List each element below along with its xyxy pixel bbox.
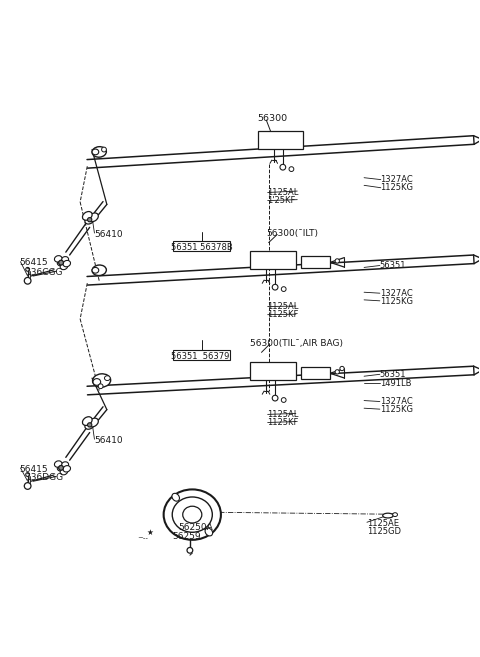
Ellipse shape — [63, 260, 71, 267]
Text: 1125AL: 1125AL — [267, 410, 298, 419]
Bar — [301, 256, 330, 268]
Text: 1491LB: 1491LB — [380, 379, 411, 388]
Ellipse shape — [281, 286, 286, 292]
Ellipse shape — [164, 489, 221, 540]
Text: 1125KF: 1125KF — [267, 418, 298, 427]
Text: 56415: 56415 — [20, 464, 48, 474]
Ellipse shape — [281, 397, 286, 402]
Ellipse shape — [24, 483, 31, 489]
Text: 56410: 56410 — [95, 229, 123, 238]
Ellipse shape — [93, 378, 101, 385]
Ellipse shape — [59, 465, 63, 470]
Text: 56250A: 56250A — [178, 524, 213, 532]
Text: 56300: 56300 — [257, 114, 288, 123]
Ellipse shape — [59, 260, 63, 265]
Ellipse shape — [105, 376, 110, 380]
Text: 1327AC: 1327AC — [380, 288, 413, 298]
Text: 1327AC: 1327AC — [380, 175, 413, 184]
Ellipse shape — [87, 217, 92, 222]
Ellipse shape — [102, 147, 107, 152]
Ellipse shape — [93, 374, 111, 387]
Ellipse shape — [63, 466, 71, 472]
Ellipse shape — [183, 506, 202, 523]
Text: 136CGG: 136CGG — [26, 267, 64, 277]
Text: 56259: 56259 — [172, 532, 201, 541]
Bar — [250, 251, 296, 269]
Text: 56351 56378B: 56351 56378B — [171, 243, 233, 252]
Ellipse shape — [280, 164, 286, 170]
Ellipse shape — [98, 384, 103, 389]
Text: 56351: 56351 — [380, 370, 407, 379]
Ellipse shape — [289, 167, 294, 171]
Text: 1125KG: 1125KG — [380, 405, 413, 414]
Ellipse shape — [89, 418, 98, 427]
Bar — [301, 367, 330, 379]
Ellipse shape — [57, 260, 65, 266]
Ellipse shape — [83, 212, 92, 220]
Text: 1327AC: 1327AC — [380, 397, 413, 406]
Ellipse shape — [54, 461, 62, 467]
Text: 1125AL: 1125AL — [267, 188, 298, 197]
Ellipse shape — [26, 472, 30, 476]
Ellipse shape — [61, 257, 69, 263]
Text: 56300(TIL¯,AIR BAG): 56300(TIL¯,AIR BAG) — [251, 339, 344, 348]
Ellipse shape — [187, 547, 193, 553]
Bar — [258, 131, 303, 149]
Text: ★: ★ — [147, 528, 154, 537]
Ellipse shape — [92, 149, 99, 155]
Ellipse shape — [85, 215, 95, 224]
Ellipse shape — [26, 267, 30, 271]
Ellipse shape — [172, 493, 180, 501]
Text: 1'25KF: 1'25KF — [267, 196, 295, 205]
Ellipse shape — [54, 256, 62, 262]
Text: 56415: 56415 — [20, 258, 48, 267]
Ellipse shape — [60, 263, 68, 269]
Text: 1125KG: 1125KG — [380, 297, 413, 306]
Ellipse shape — [335, 370, 339, 374]
Ellipse shape — [92, 147, 107, 157]
Ellipse shape — [87, 422, 92, 427]
Text: 56410: 56410 — [95, 436, 123, 445]
Ellipse shape — [383, 513, 393, 518]
Ellipse shape — [24, 277, 31, 284]
Ellipse shape — [172, 497, 212, 532]
Ellipse shape — [61, 462, 69, 468]
Ellipse shape — [272, 396, 278, 401]
Text: 1125AE: 1125AE — [367, 519, 399, 528]
Text: ~--: ~-- — [137, 535, 148, 541]
Text: 136DGG: 136DGG — [26, 473, 64, 482]
Bar — [173, 241, 230, 251]
Ellipse shape — [92, 265, 107, 275]
Ellipse shape — [205, 528, 213, 536]
Bar — [250, 362, 296, 380]
Text: 1125GD: 1125GD — [367, 527, 401, 536]
Ellipse shape — [393, 512, 397, 516]
Text: 1125AL: 1125AL — [267, 302, 298, 311]
Text: 56351: 56351 — [380, 261, 407, 270]
Ellipse shape — [83, 417, 92, 426]
Ellipse shape — [272, 284, 278, 290]
Ellipse shape — [335, 259, 339, 263]
Text: 1125KF: 1125KF — [267, 310, 298, 319]
Ellipse shape — [85, 420, 95, 429]
Ellipse shape — [57, 464, 65, 471]
Ellipse shape — [60, 468, 68, 475]
Ellipse shape — [92, 267, 99, 273]
Text: 1125KG: 1125KG — [380, 183, 413, 193]
Text: 56300(¯ILT): 56300(¯ILT) — [267, 229, 319, 238]
Ellipse shape — [340, 367, 344, 371]
Bar — [173, 350, 230, 359]
Ellipse shape — [89, 213, 98, 221]
Text: 56351  56379: 56351 56379 — [171, 351, 229, 361]
